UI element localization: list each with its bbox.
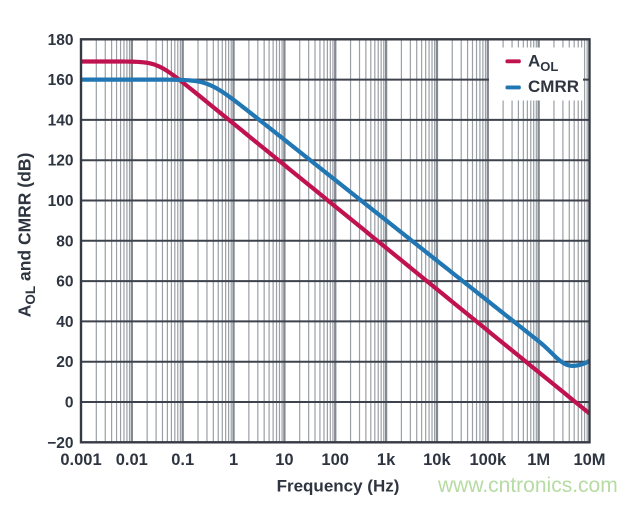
- svg-text:0.001: 0.001: [60, 451, 101, 469]
- svg-text:CMRR: CMRR: [528, 77, 579, 96]
- svg-text:AOL and CMRR (dB): AOL and CMRR (dB): [15, 153, 38, 318]
- svg-text:−20: −20: [47, 435, 73, 452]
- svg-text:100k: 100k: [469, 451, 507, 469]
- svg-text:180: 180: [48, 32, 74, 49]
- svg-text:80: 80: [56, 233, 73, 250]
- svg-text:100: 100: [321, 451, 349, 469]
- svg-text:20: 20: [56, 354, 73, 371]
- svg-text:10: 10: [275, 451, 293, 469]
- svg-text:www.cntronics.com: www.cntronics.com: [437, 474, 618, 497]
- svg-text:140: 140: [48, 112, 74, 129]
- svg-text:60: 60: [56, 274, 73, 291]
- svg-text:160: 160: [48, 72, 74, 89]
- svg-text:10M: 10M: [573, 451, 605, 469]
- svg-text:0: 0: [65, 395, 74, 412]
- svg-text:1k: 1k: [377, 451, 396, 469]
- svg-text:Frequency (Hz): Frequency (Hz): [277, 477, 400, 496]
- svg-text:100: 100: [48, 193, 74, 210]
- svg-text:10k: 10k: [423, 451, 451, 469]
- svg-text:40: 40: [56, 314, 73, 331]
- svg-text:120: 120: [48, 153, 74, 170]
- svg-text:1: 1: [229, 451, 238, 469]
- svg-text:0.01: 0.01: [116, 451, 148, 469]
- svg-text:0.1: 0.1: [171, 451, 194, 469]
- svg-text:1M: 1M: [527, 451, 550, 469]
